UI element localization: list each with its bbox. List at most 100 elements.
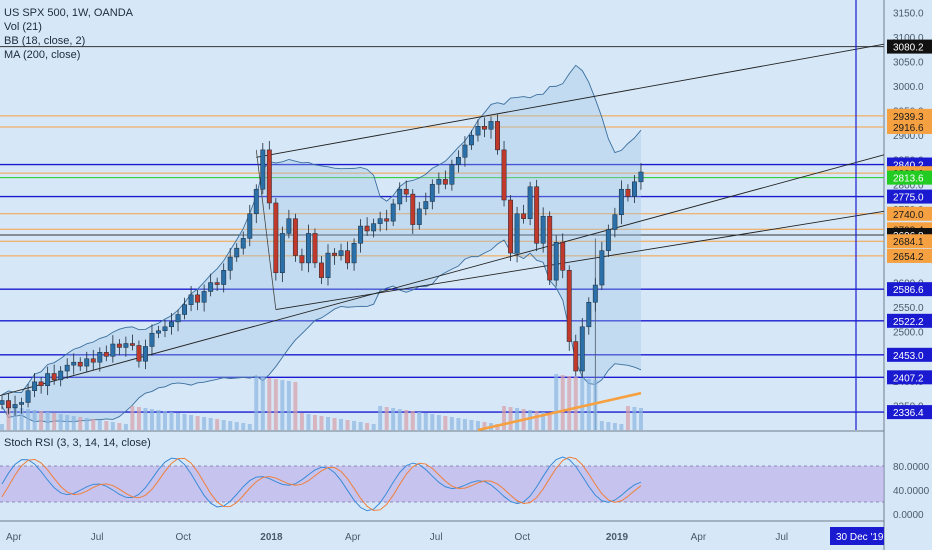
indicator-bb[interactable]: BB (18, close, 2) [4,35,86,47]
stoch-d-line [1,456,642,512]
candle-body-10 [64,364,70,372]
candle-72 [468,130,474,150]
volume-bar-70 [456,418,461,430]
candle-body-1 [6,400,11,409]
volume-bar-29 [189,415,194,430]
price-tick-12: 2550.0 [893,303,924,314]
candle-body-6 [38,381,44,387]
volume-bar-23 [149,409,154,430]
candle-body-83 [540,215,546,244]
volume-bar-42 [273,379,278,430]
volume-bar-66 [430,414,435,430]
volume-bar-67 [436,415,441,430]
candle-body-35 [227,256,233,271]
candle-16 [103,345,109,362]
volume-bar-86 [560,375,565,430]
candle-body-80 [521,213,527,219]
volume-bar-63 [410,411,415,430]
volume-bar-36 [234,422,239,430]
time-tick-9: Jul [775,532,788,543]
volume-bar-78 [508,407,513,430]
volume-bar-33 [215,419,220,430]
candle-body-27 [175,314,181,323]
volume-bar-62 [404,410,409,430]
candle-body-97 [631,181,637,197]
candle-37 [240,231,246,255]
price-badge-bg-15 [887,370,932,385]
candle-95 [618,180,624,225]
volume-bar-34 [221,420,226,430]
candle-body-48 [312,233,318,264]
candle-87 [566,265,572,351]
volume-bar-15 [97,420,102,430]
price-tick-5: 2900.0 [893,131,924,142]
candle-body-21 [136,345,142,362]
candle-24 [156,325,161,339]
volume-bar-25 [163,411,167,430]
candle-6 [38,376,44,394]
candle-34 [221,263,227,293]
candle-71 [462,136,468,167]
candle-body-33 [214,282,220,285]
candle-49 [319,256,324,285]
indicator-vol[interactable]: Vol (21) [4,21,42,33]
candle-67 [436,172,442,194]
candle-body-37 [240,238,246,249]
bollinger-upper [1,64,642,396]
candle-32 [208,273,214,297]
candle-11 [71,353,77,375]
price-badge-7: 2740.0 [893,210,924,221]
candle-body-71 [462,144,468,158]
volume-bar-97 [632,407,637,430]
candle-body-28 [182,304,188,315]
price-badge-2: 2916.6 [893,123,924,134]
time-tick-6: Oct [515,532,531,543]
candle-59 [384,209,390,231]
candle-body-82 [534,186,540,244]
volume-bar-10 [65,415,70,430]
candle-82 [534,179,540,252]
candle-77 [501,141,507,207]
candle-body-73 [475,126,481,136]
volume-bar-0 [0,424,4,430]
candle-body-52 [338,250,344,256]
price-badge-15: 2407.2 [893,373,924,384]
candle-81 [527,181,533,226]
indicator-ma[interactable]: MA (200, close) [4,49,81,61]
volume-bar-88 [573,377,578,430]
volume-bar-20 [130,406,135,430]
volume-bar-12 [78,417,83,430]
candle-body-7 [45,373,51,387]
candle-97 [631,174,637,203]
stoch-rsi-label[interactable]: Stoch RSI (3, 3, 14, 14, close) [4,437,151,449]
candle-14 [90,349,96,371]
channel-side [255,149,277,310]
price-badge-bg-13 [887,313,932,328]
candle-body-9 [58,370,64,381]
candle-80 [521,204,527,224]
stoch-k-line [1,456,642,512]
candle-body-12 [77,361,83,367]
volume-bar-47 [306,414,311,430]
volume-bar-72 [469,420,474,430]
ma200-line [477,391,642,432]
candle-7 [45,366,51,396]
price-badge-bg-1 [887,108,932,123]
volume-bar-64 [417,412,422,430]
volume-bar-60 [391,408,396,430]
symbol-title[interactable]: US SPX 500, 1W, OANDA [4,7,133,19]
candle-40 [260,143,266,195]
volume-bar-49 [319,416,324,430]
volume-bar-92 [599,421,604,430]
candle-body-65 [423,201,429,210]
volume-bar-31 [202,417,207,430]
candle-76 [495,114,500,155]
candle-29 [188,286,194,312]
price-tick-13: 2500.0 [893,328,924,339]
candle-93 [605,224,611,258]
candle-85 [553,235,559,287]
volume-bar-16 [104,421,109,430]
